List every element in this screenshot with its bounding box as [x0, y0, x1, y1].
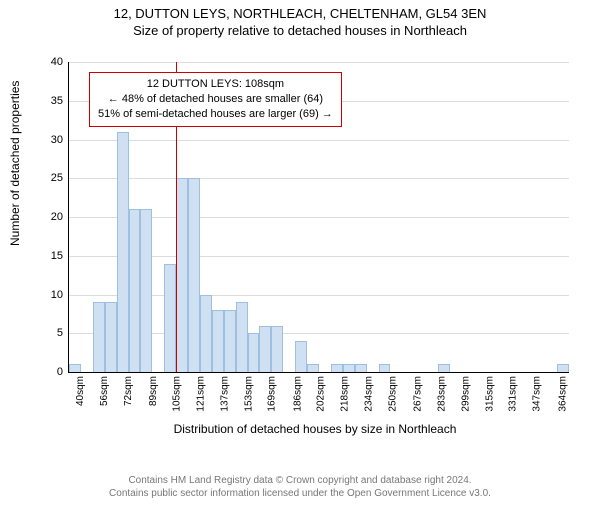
y-tick-label: 20: [51, 211, 63, 223]
x-tick-label: 153sqm: [243, 376, 254, 412]
histogram-bar: [140, 209, 152, 372]
y-tick-label: 10: [51, 289, 63, 301]
x-tick-label: 72sqm: [123, 376, 134, 406]
page-title: 12, DUTTON LEYS, NORTHLEACH, CHELTENHAM,…: [0, 6, 600, 21]
histogram-bar: [93, 302, 105, 372]
x-tick-label: 234sqm: [364, 376, 375, 412]
footer-line-2: Contains public sector information licen…: [0, 487, 600, 500]
callout-line-3: 51% of semi-detached houses are larger (…: [98, 107, 333, 122]
histogram-bar: [295, 341, 307, 372]
chart-container: 0 5 10 15 20 25 30 35 40 12 DUTTON LEYS: 108sqm← …: [50, 54, 580, 434]
x-tick-label: 89sqm: [148, 376, 159, 406]
histogram-bar: [248, 333, 260, 372]
y-tick-label: 35: [51, 95, 63, 107]
x-tick-label: 186sqm: [292, 376, 303, 412]
y-axis-label: Number of detached properties: [8, 81, 22, 246]
histogram-bar: [259, 326, 271, 373]
x-tick-label: 250sqm: [387, 376, 398, 412]
x-tick-label: 347sqm: [532, 376, 543, 412]
callout-line-2: ← 48% of detached houses are smaller (64…: [98, 92, 333, 107]
gridline: [69, 140, 569, 141]
y-tick-label: 0: [57, 366, 63, 378]
x-tick-label: 169sqm: [267, 376, 278, 412]
histogram-bar: [200, 295, 212, 373]
page-subtitle: Size of property relative to detached ho…: [0, 23, 600, 38]
y-tick-label: 5: [57, 327, 63, 339]
histogram-bar: [557, 364, 569, 372]
x-tick-label: 121sqm: [196, 376, 207, 412]
histogram-bar: [379, 364, 391, 372]
histogram-bar: [438, 364, 450, 372]
x-tick-label: 40sqm: [75, 376, 86, 406]
x-axis-label: Distribution of detached houses by size …: [50, 422, 580, 436]
x-tick-label: 299sqm: [460, 376, 471, 412]
histogram-bar: [343, 364, 355, 372]
histogram-bar: [164, 264, 176, 373]
y-tick-label: 30: [51, 134, 63, 146]
x-tick-label: 218sqm: [340, 376, 351, 412]
histogram-bar: [105, 302, 117, 372]
x-tick-label: 137sqm: [219, 376, 230, 412]
histogram-bar: [188, 178, 200, 372]
histogram-bar: [236, 302, 248, 372]
histogram-bar: [212, 310, 224, 372]
y-tick-label: 40: [51, 56, 63, 68]
histogram-bar: [224, 310, 236, 372]
histogram-bar: [176, 178, 188, 372]
x-tick-label: 56sqm: [99, 376, 110, 406]
x-tick-label: 283sqm: [437, 376, 448, 412]
gridline: [69, 178, 569, 179]
histogram-bar: [69, 364, 81, 372]
footer-attribution: Contains HM Land Registry data © Crown c…: [0, 474, 600, 500]
y-tick-label: 25: [51, 172, 63, 184]
y-tick-label: 15: [51, 250, 63, 262]
histogram-bar: [271, 326, 283, 373]
x-tick-label: 364sqm: [557, 376, 568, 412]
histogram-bar: [117, 132, 129, 372]
callout-line-1: 12 DUTTON LEYS: 108sqm: [98, 77, 333, 92]
footer-line-1: Contains HM Land Registry data © Crown c…: [0, 474, 600, 487]
x-tick-label: 105sqm: [172, 376, 183, 412]
histogram-bar: [331, 364, 343, 372]
x-tick-label: 202sqm: [316, 376, 327, 412]
callout-box: 12 DUTTON LEYS: 108sqm← 48% of detached …: [89, 72, 342, 127]
gridline: [69, 62, 569, 63]
x-tick-label: 331sqm: [508, 376, 519, 412]
x-tick-label: 267sqm: [413, 376, 424, 412]
histogram-bar: [355, 364, 367, 372]
histogram-bar: [129, 209, 141, 372]
plot-area: 051015202530354012 DUTTON LEYS: 108sqm← …: [68, 62, 569, 373]
histogram-bar: [307, 364, 319, 372]
x-tick-label: 315sqm: [484, 376, 495, 412]
